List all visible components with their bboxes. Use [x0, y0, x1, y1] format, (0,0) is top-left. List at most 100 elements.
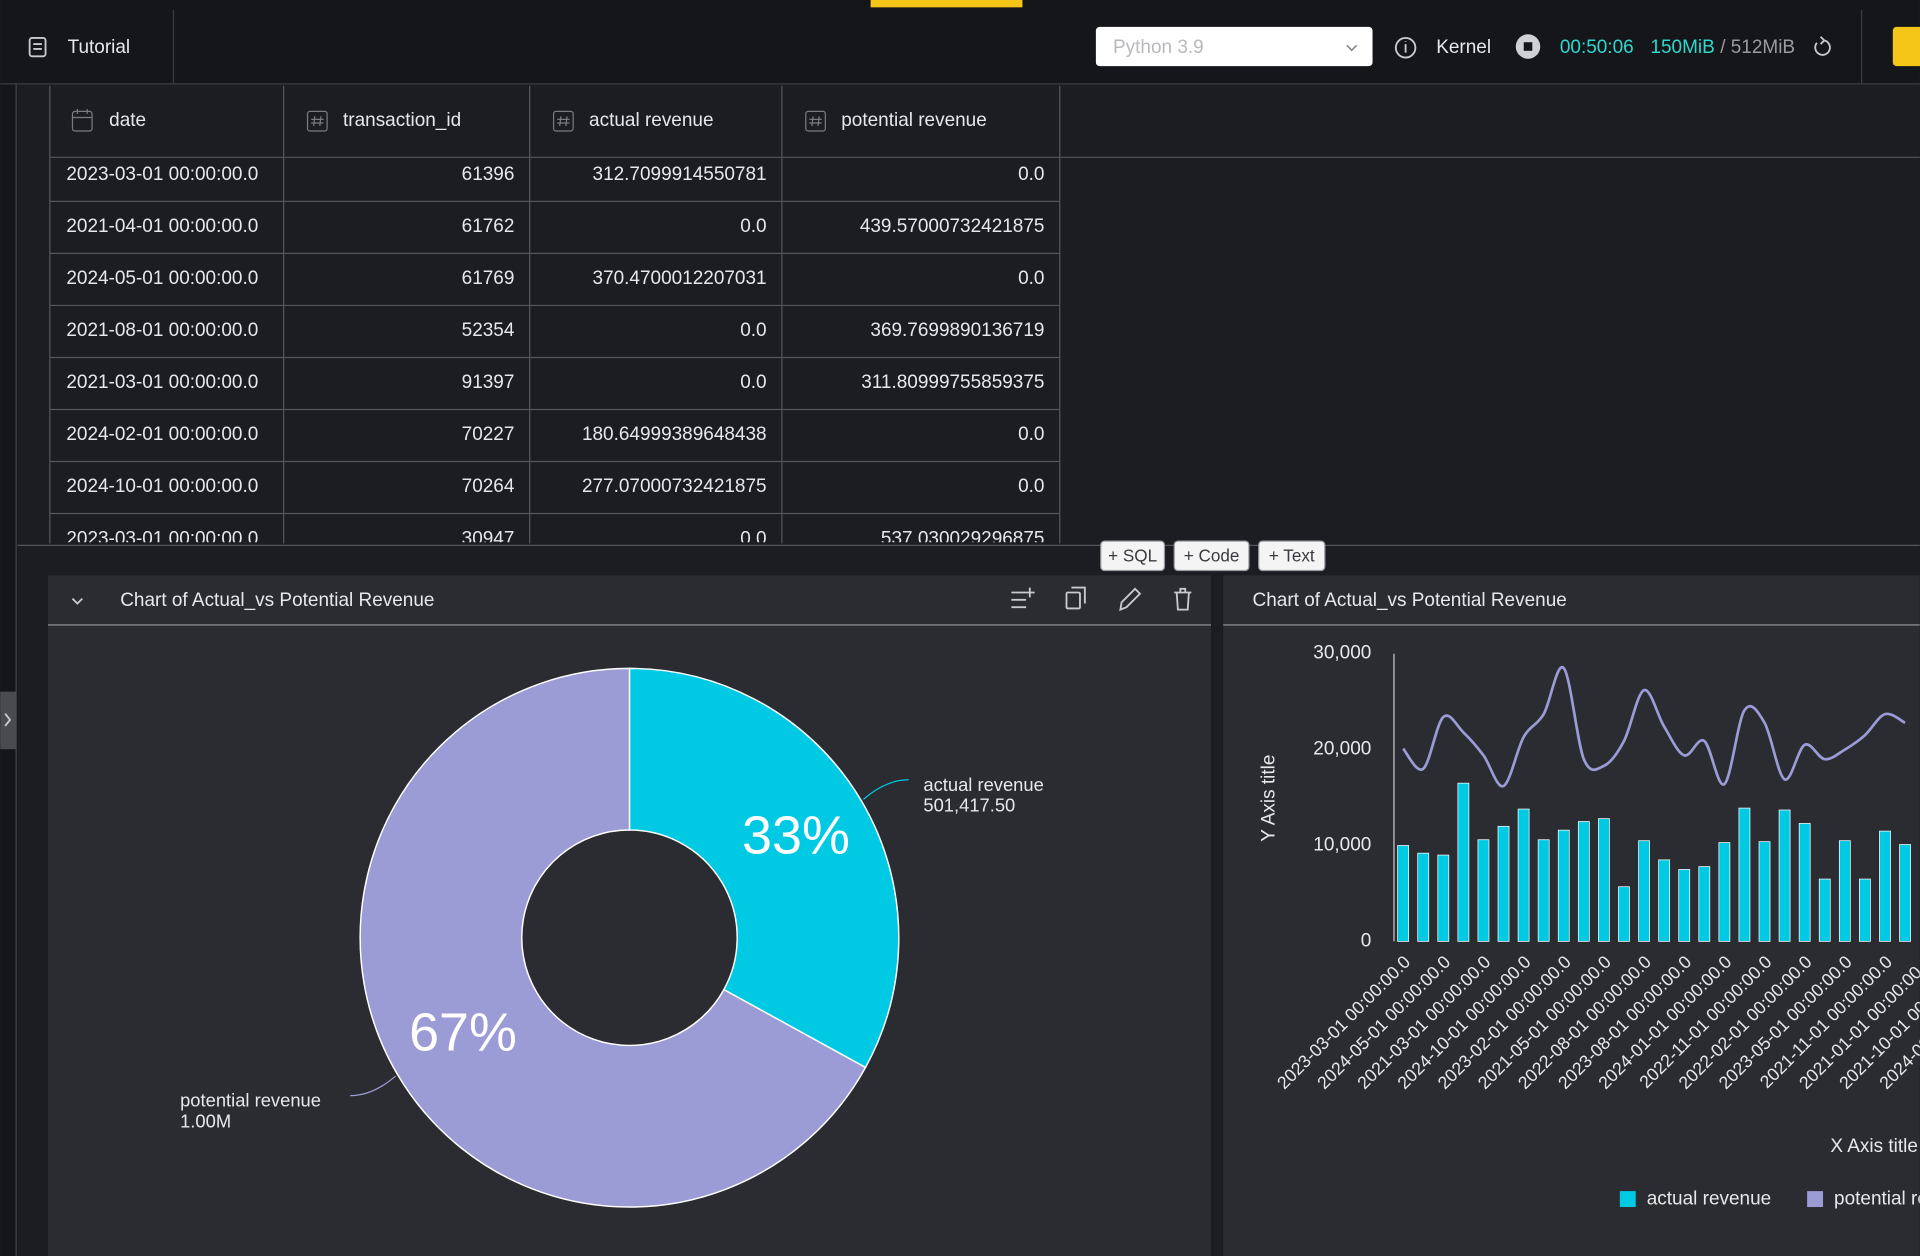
table-cell: 2024-02-01 00:00:00.0	[66, 424, 258, 445]
bar	[1598, 818, 1610, 942]
table-cell: 2021-08-01 00:00:00.0	[66, 320, 258, 341]
memory-limit: / 512MiB	[1720, 37, 1795, 58]
bar	[1838, 840, 1851, 942]
slice-name: actual revenue	[923, 774, 1043, 795]
kernel-uptime: 00:50:06	[1560, 37, 1634, 58]
data-table: date transaction_id actual revenue potentia…	[17, 85, 1920, 549]
column-header[interactable]: transaction_id	[343, 110, 461, 131]
bar	[1859, 878, 1871, 942]
table-cell: 311.80999755859375	[861, 372, 1044, 393]
memory-used: 150MiB	[1650, 37, 1714, 58]
table-cell: 2023-03-01 00:00:00.0	[66, 164, 258, 185]
table-cell: 0.0	[740, 320, 766, 341]
table-cell: 0.0	[1018, 476, 1044, 497]
add-icon[interactable]	[1011, 587, 1035, 609]
table-cell: 70227	[462, 424, 515, 445]
edit-icon[interactable]	[1119, 587, 1142, 612]
number-type-icon-hash	[809, 116, 822, 127]
line-series	[1402, 665, 1906, 788]
legend-label: potential revenue	[1834, 1189, 1920, 1210]
delete-icon[interactable]	[1174, 587, 1192, 611]
table-cell: 2023-03-01 00:00:00.0	[66, 528, 258, 549]
bar	[1818, 878, 1831, 942]
table-cell: 369.7699890136719	[870, 320, 1044, 341]
number-type-icon	[552, 110, 574, 132]
sidebar-toggle-icon	[4, 713, 12, 727]
add-button[interactable]	[1258, 540, 1326, 572]
kernel-select[interactable]	[1095, 26, 1373, 67]
table-rows: 2023-03-01 00:00:00.0 61396 312.7099914550…	[49, 164, 1060, 549]
number-type-icon	[805, 110, 826, 132]
bar-line-chart-title: Chart of Actual_vs Potential Revenue	[1253, 590, 1567, 611]
add-button[interactable]	[1100, 540, 1166, 572]
bar	[1618, 886, 1630, 942]
bar-line-chart: 0 10,000 20,000 30,000 Y Axis title X Axis ti…	[1259, 643, 1920, 1210]
leader-line	[862, 779, 909, 800]
add-button[interactable]	[1173, 540, 1250, 572]
slice-percent: 33%	[742, 805, 850, 865]
duplicate-icon[interactable]	[1065, 591, 1081, 610]
date-type-icon-detail	[72, 108, 93, 119]
table-cell: 277.07000732421875	[582, 476, 767, 497]
notebook-icon	[28, 37, 47, 58]
pie-slice	[628, 667, 900, 1069]
left-rail	[0, 84, 18, 1256]
table-cell: 2024-10-01 00:00:00.0	[66, 476, 258, 497]
bar	[1537, 839, 1550, 942]
bar	[1577, 821, 1590, 942]
table-cell: 537.030029296875	[881, 528, 1045, 549]
column-header[interactable]: actual revenue	[589, 110, 713, 131]
slice-amount: 1.00M	[180, 1110, 231, 1131]
column-header[interactable]: date	[109, 110, 146, 131]
bar	[1497, 825, 1510, 942]
legend-swatch	[1807, 1191, 1824, 1208]
bar	[1517, 808, 1530, 942]
legend-label: actual revenue	[1647, 1189, 1771, 1210]
y-tick-label: 20,000	[1313, 739, 1371, 760]
bar	[1678, 869, 1691, 942]
table-cell: 61762	[462, 216, 515, 237]
bar	[1557, 829, 1570, 942]
duplicate-icon-back	[1071, 586, 1086, 604]
number-type-icon-hash	[557, 116, 570, 127]
y-axis-title: Y Axis title	[1259, 755, 1280, 842]
table-cell: 312.7099914550781	[593, 164, 767, 185]
table-cell: 439.57000732421875	[860, 216, 1045, 237]
collapse-chevron[interactable]	[71, 597, 83, 605]
kernel-stop-square	[1523, 42, 1533, 51]
table-cell: 61396	[462, 164, 515, 185]
table-cell: 0.0	[1018, 164, 1044, 185]
add-button-label: + Code	[1184, 546, 1240, 566]
table-cell: 0.0	[1018, 268, 1044, 289]
x-axis-title: X Axis title	[1830, 1136, 1918, 1157]
y-tick-label: 10,000	[1313, 835, 1371, 856]
number-type-icon	[306, 110, 328, 132]
table-cell: 0.0	[740, 372, 766, 393]
run-button[interactable]	[1892, 26, 1920, 67]
date-type-icon	[71, 110, 93, 132]
bar	[1718, 842, 1731, 942]
bar-line-panel	[1223, 575, 1920, 1256]
table-cell: 0.0	[1018, 424, 1044, 445]
leader-line	[350, 1075, 396, 1097]
sidebar-toggle[interactable]	[0, 691, 17, 750]
table-cell: 0.0	[740, 216, 766, 237]
bar	[1638, 840, 1650, 942]
legend-swatch	[1619, 1191, 1636, 1208]
slice-name: potential revenue	[180, 1090, 321, 1111]
column-header[interactable]: potential revenue	[841, 110, 987, 131]
bar	[1698, 866, 1711, 942]
active-tab-indicator	[870, 0, 1023, 8]
restart-icon[interactable]	[1814, 36, 1831, 56]
bar	[1477, 839, 1490, 942]
notebook-icon-lines	[33, 43, 42, 50]
table-cell: 2021-04-01 00:00:00.0	[66, 216, 258, 237]
bar	[1417, 852, 1430, 942]
table-body	[49, 85, 1060, 544]
bar	[1778, 809, 1791, 942]
info-icon[interactable]	[1394, 37, 1417, 59]
table-cell: 2021-03-01 00:00:00.0	[66, 372, 258, 393]
bar	[1798, 823, 1811, 942]
notebook-name[interactable]: Tutorial	[68, 37, 131, 58]
